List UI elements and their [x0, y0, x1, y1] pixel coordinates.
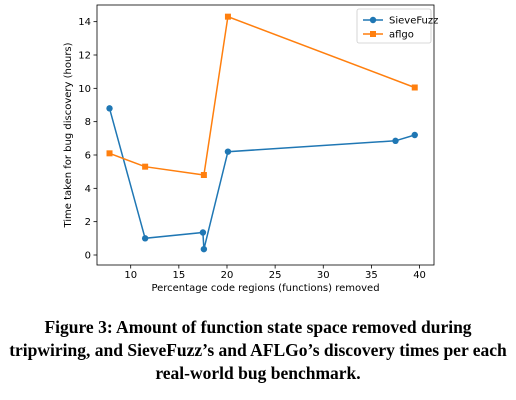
x-tick-label: 15: [172, 270, 185, 281]
legend-label: aflgo: [389, 30, 414, 41]
axes-frame: [96, 4, 435, 266]
legend-marker: [369, 16, 377, 24]
x-tick-label: 35: [365, 270, 378, 281]
data-point-aflgo: [411, 84, 418, 91]
x-tick-label: 30: [317, 270, 330, 281]
data-point-aflgo: [224, 13, 231, 20]
data-point-sievefuzz: [392, 137, 399, 145]
x-tick-label: 25: [269, 270, 282, 281]
legend-marker: [370, 31, 376, 37]
data-point-sievefuzz: [199, 229, 207, 236]
x-axis-label: Percentage code regions (functions) remo…: [151, 283, 379, 294]
y-tick-label: 0: [85, 251, 91, 262]
y-tick-label: 6: [85, 151, 91, 162]
legend-label: SieveFuzz: [389, 16, 438, 27]
data-point-aflgo: [142, 163, 149, 170]
y-tick-label: 4: [85, 184, 91, 195]
y-tick-label: 12: [78, 51, 91, 62]
data-point-sievefuzz: [106, 105, 113, 112]
data-point-aflgo: [106, 150, 113, 157]
chart: 10 15 20 25 30 35 40 0 2 4 6 8 10 12 14 Percentage code…: [63, 4, 438, 294]
y-tick-label: 10: [78, 84, 91, 95]
data-point-sievefuzz: [224, 148, 232, 155]
x-tick-label: 20: [221, 270, 234, 281]
data-point-sievefuzz: [141, 235, 149, 242]
figure-caption: Figure 3: Amount of function state space…: [9, 317, 507, 383]
x-tick-label: 10: [124, 270, 137, 281]
data-point-sievefuzz: [411, 131, 418, 139]
y-axis-label: Time taken for bug discovery (hours): [63, 42, 74, 228]
x-tick-label: 40: [413, 270, 426, 281]
plot-area: 10 15 20 25 30 35 40 0 2 4 6 8 10 12 14 Percentage code…: [63, 4, 438, 294]
series-line-sievefuzz: [108, 108, 415, 250]
y-tick-label: 8: [85, 117, 91, 128]
y-tick-label: 2: [85, 217, 91, 228]
data-point-aflgo: [200, 172, 207, 178]
y-tick-label: 14: [78, 17, 91, 28]
data-point-sievefuzz: [200, 245, 208, 253]
